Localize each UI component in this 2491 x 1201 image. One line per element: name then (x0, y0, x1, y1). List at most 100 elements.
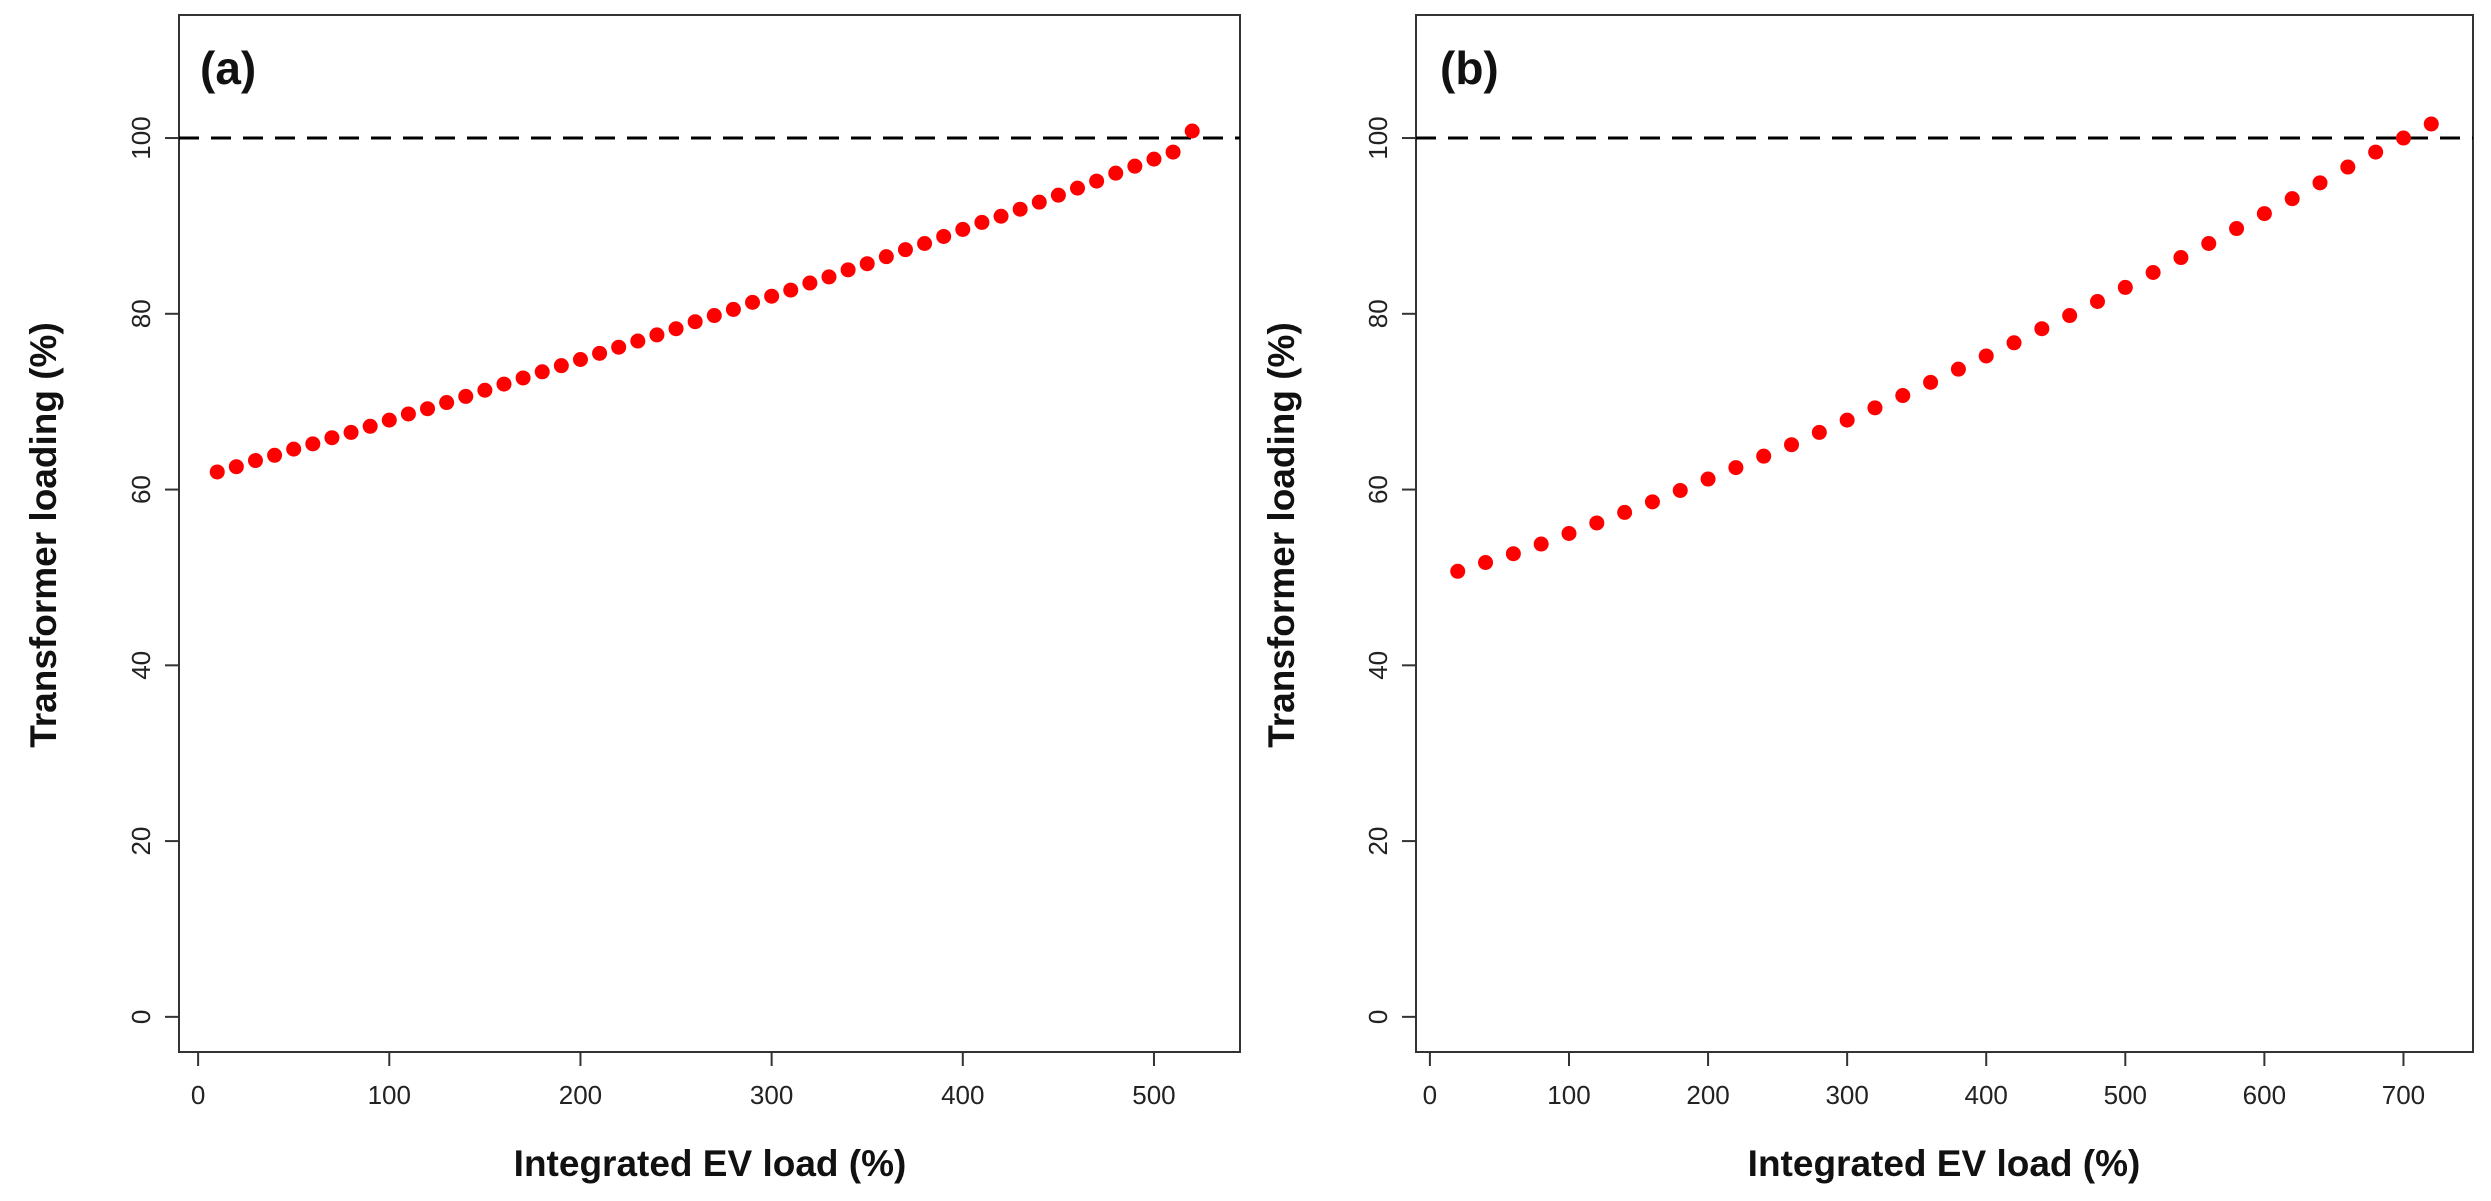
panel-a-y-tick-label: 60 (126, 475, 156, 504)
panel-a-data-point (1050, 187, 1066, 203)
panel-b-data-point (1784, 437, 1800, 453)
panel-a-data-point (974, 214, 990, 230)
panel-b-data-point (1505, 546, 1521, 562)
panel-a-data-point (305, 436, 321, 452)
panel-a-data-point (286, 441, 302, 457)
panel-b-data-point (2145, 264, 2161, 280)
panel-a-x-tick-label: 0 (191, 1080, 205, 1110)
panel-a-y-axis-title: Transformer loading (%) (23, 322, 64, 748)
panel-a-data-point (878, 249, 894, 265)
panel-a-data-point (993, 208, 1009, 224)
panel-b-data-point (2173, 250, 2189, 266)
panel-a-data-point (496, 376, 512, 392)
panel-b-data-point (1756, 448, 1772, 464)
panel-a-data-point (477, 382, 493, 398)
panel-b-data-point (1978, 348, 1994, 364)
panel-a-data-point (592, 345, 608, 361)
panel-a-data-point (267, 447, 283, 463)
panel-a-data-point (1089, 173, 1105, 189)
panel-a-label: (a) (200, 42, 256, 94)
panel-a-data-point (1165, 144, 1181, 160)
panel-a-data-point (362, 418, 378, 434)
panel-b-data-point (1700, 471, 1716, 487)
panel-a-data-point (745, 294, 761, 310)
panel-b-y-tick-label: 0 (1363, 1010, 1393, 1024)
panel-b-y-tick-label: 100 (1363, 116, 1393, 159)
panel-a-data-point (458, 388, 474, 404)
panel-a-chart: (a) Integrated EV load (%) Transformer l… (23, 14, 1241, 1184)
panel-b-data-point (1923, 374, 1939, 390)
panel-a-data-point (936, 228, 952, 244)
panel-b-y-axis-title: Transformer loading (%) (1261, 322, 1302, 748)
panel-b-x-axis-title: Integrated EV load (%) (1748, 1143, 2141, 1184)
panel-b-data-point (2006, 335, 2022, 351)
panel-b-data-point (1589, 515, 1605, 531)
panel-a-x-axis-title: Integrated EV load (%) (514, 1143, 907, 1184)
panel-a-data-point (439, 395, 455, 411)
panel-b-x-tick-label: 0 (1423, 1080, 1437, 1110)
panel-a-y-tick-label: 40 (126, 651, 156, 680)
panel-a-data-point (630, 333, 646, 349)
panel-b-data-point (1950, 361, 1966, 377)
panel-a-data-point (897, 242, 913, 258)
panel-a-data-point (209, 464, 225, 480)
panel-a-data-point (955, 221, 971, 237)
panel-b-x-tick-label: 600 (2243, 1080, 2286, 1110)
panel-a-data-point (381, 412, 397, 428)
panel-a-data-point (649, 327, 665, 343)
panel-a-y-tick-label: 80 (126, 299, 156, 328)
panel-a-data-point (840, 262, 856, 278)
panel-b-data-point (2089, 293, 2105, 309)
panel-b-data-point (2312, 175, 2328, 191)
panel-b-data-point (2034, 321, 2050, 337)
panel-a-x-tick-label: 400 (941, 1080, 984, 1110)
panel-b-x-tick-label: 200 (1686, 1080, 1729, 1110)
panel-b-data-point (2117, 279, 2133, 295)
panel-a-x-tick-label: 200 (559, 1080, 602, 1110)
panel-a-data-point (1031, 194, 1047, 210)
panel-a-data-point (515, 370, 531, 386)
panel-b-chart: (b) Integrated EV load (%) Transformer l… (1261, 14, 2474, 1184)
panel-a-plot-frame (178, 14, 1241, 1053)
panel-b-data-point (1533, 536, 1549, 552)
panel-a-y-tick-label: 20 (126, 827, 156, 856)
panel-b-y-tick-label: 60 (1363, 475, 1393, 504)
panel-b-data-point (1617, 504, 1633, 520)
panel-a-data-point (821, 269, 837, 285)
panel-b-data-point (1450, 563, 1466, 579)
panel-a-data-point (802, 275, 818, 291)
panel-b-data-point (2229, 221, 2245, 237)
panel-a-data-point (1108, 165, 1124, 181)
panel-a-y-tick-label: 100 (126, 116, 156, 159)
panel-b-y-tick-label: 40 (1363, 651, 1393, 680)
panel-b-x-tick-label: 400 (1965, 1080, 2008, 1110)
panel-a-data-point (859, 256, 875, 272)
panel-b-data-point (1478, 555, 1494, 571)
panel-b-x-tick-label: 500 (2104, 1080, 2147, 1110)
panel-a-x-tick-label: 500 (1132, 1080, 1175, 1110)
panel-b-x-tick-label: 300 (1825, 1080, 1868, 1110)
panel-b-data-point (1895, 388, 1911, 404)
panel-a-data-point (725, 301, 741, 317)
panel-a-data-point (1184, 123, 1200, 139)
panel-a-data-point (687, 314, 703, 330)
panel-a-data-point (400, 406, 416, 422)
panel-a-data-point (228, 459, 244, 475)
panel-a-data-point (1012, 201, 1028, 217)
panel-b-data-point (2340, 159, 2356, 175)
panel-a-data-point (247, 453, 263, 469)
panel-a-y-tick-label: 0 (126, 1010, 156, 1024)
panel-b-data-point (1867, 400, 1883, 416)
panel-b-plot-frame (1415, 14, 2474, 1053)
panel-a-data-point (1070, 180, 1086, 196)
panel-b-data-point (1728, 460, 1744, 476)
panel-a-data-point (420, 401, 436, 417)
panel-b-y-tick-label: 80 (1363, 299, 1393, 328)
panel-a-data-point (668, 321, 684, 337)
panel-b-data-point (1644, 494, 1660, 510)
panel-b-data-point (2368, 144, 2384, 160)
panel-b-data-point (1811, 424, 1827, 440)
panel-b-data-point (2201, 235, 2217, 251)
panel-a-x-tick-label: 300 (750, 1080, 793, 1110)
panel-b-data-point (2256, 206, 2272, 222)
